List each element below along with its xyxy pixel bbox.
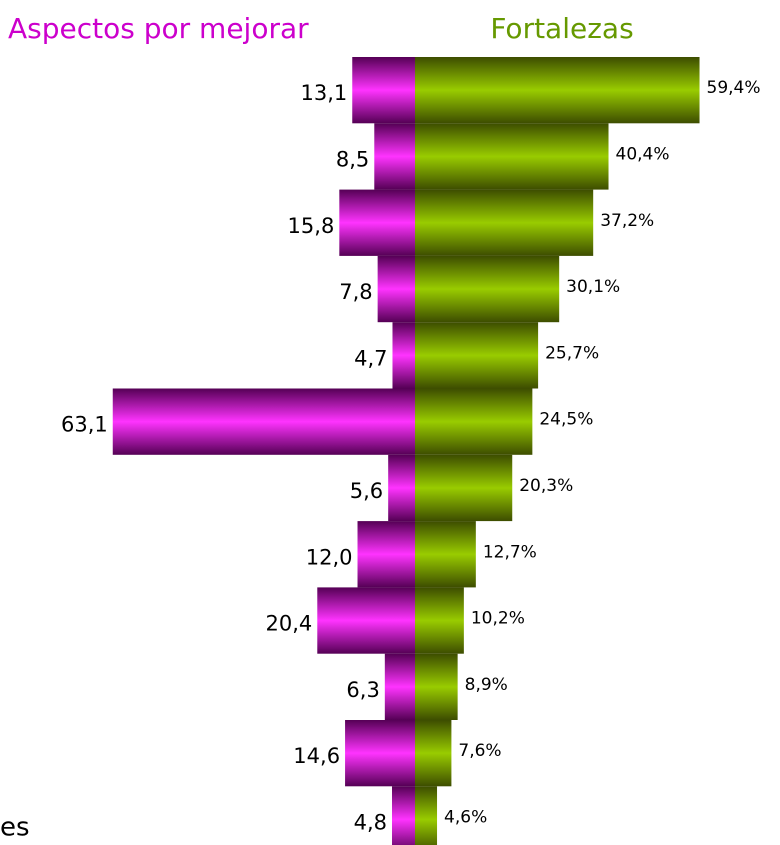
- value-label: 25,7%: [545, 343, 599, 363]
- value-label: 63,1: [61, 413, 108, 437]
- bar: [415, 454, 513, 522]
- value-label: 59,4%: [707, 78, 761, 98]
- bar: [415, 521, 476, 588]
- value-label: 37,2%: [600, 211, 654, 231]
- value-label: 4,7: [354, 346, 387, 370]
- value-label: 7,8: [339, 280, 372, 304]
- value-label: 5,6: [350, 479, 383, 503]
- bar: [415, 123, 609, 190]
- bar: [415, 653, 458, 720]
- bar: [415, 786, 438, 845]
- bar: [384, 653, 415, 720]
- value-label: 14,6: [293, 744, 340, 768]
- bar: [415, 720, 452, 787]
- series-title: Aspectos por mejorar: [8, 12, 309, 45]
- value-label: 4,6%: [444, 807, 487, 827]
- bar: [377, 255, 415, 323]
- bar: [415, 57, 700, 124]
- bar: [352, 57, 415, 124]
- bar: [415, 587, 464, 654]
- value-label: 4,8: [354, 810, 387, 834]
- bar: [112, 388, 415, 455]
- bar: [388, 454, 415, 522]
- series-title: Fortalezas: [490, 12, 633, 45]
- value-label: 7,6%: [458, 741, 501, 761]
- bar: [374, 123, 415, 190]
- value-label: 15,8: [288, 214, 335, 238]
- value-label: 10,2%: [471, 609, 525, 629]
- bar: [415, 255, 560, 323]
- annotation: es: [0, 813, 30, 843]
- value-label: 24,5%: [539, 410, 593, 430]
- value-label: 8,5: [336, 147, 369, 171]
- value-label: 12,0: [306, 545, 353, 569]
- bar: [392, 322, 415, 389]
- bar: [339, 189, 415, 256]
- value-label: 6,3: [346, 678, 379, 702]
- value-label: 13,1: [300, 81, 347, 105]
- bar: [392, 786, 415, 845]
- bar: [415, 322, 539, 389]
- value-label: 8,9%: [465, 675, 508, 695]
- value-label: 12,7%: [483, 542, 537, 562]
- bar: [415, 189, 594, 256]
- bar: [317, 587, 415, 654]
- value-label: 20,3%: [519, 476, 573, 496]
- bar: [415, 388, 533, 455]
- value-label: 20,4: [266, 612, 313, 636]
- value-label: 40,4%: [616, 144, 670, 164]
- bar: [357, 521, 415, 588]
- value-label: 30,1%: [566, 277, 620, 297]
- bar: [345, 720, 415, 787]
